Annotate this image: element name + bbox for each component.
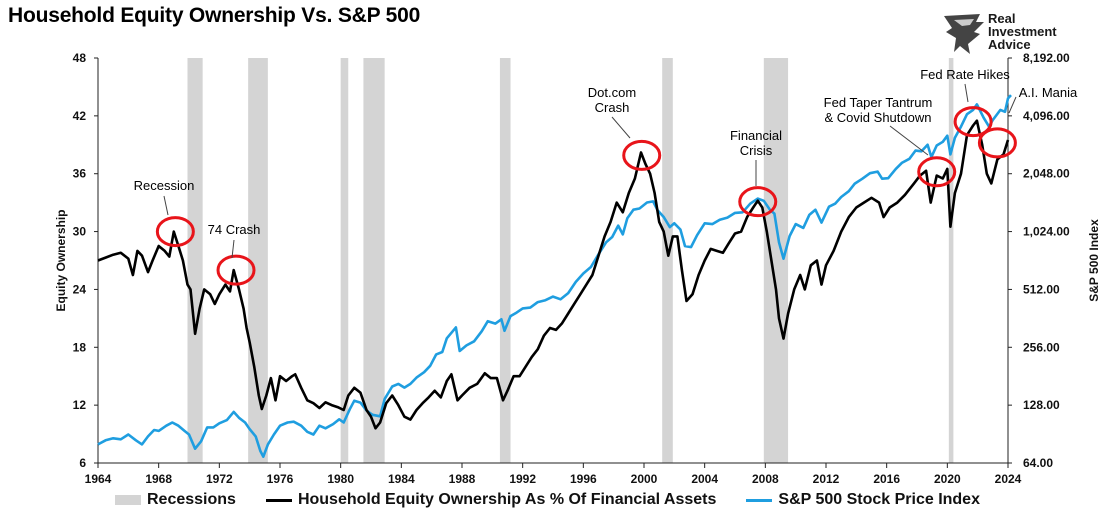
- x-tick-label: 1976: [267, 472, 294, 486]
- x-tick-label: 2000: [631, 472, 658, 486]
- recession-band-5: [662, 58, 673, 463]
- annotation-circle-0: [155, 216, 195, 248]
- recession-band-4: [499, 58, 511, 463]
- x-tick-label: 2024: [995, 472, 1022, 486]
- axes: 1964 1968 1972 1976 1980 1984 1988 1992 1996 2000…: [54, 51, 1101, 486]
- logo-line-3: Advice: [988, 37, 1031, 52]
- annotation-label-0: Recession: [134, 178, 195, 193]
- legend-item-recessions: Recessions: [115, 491, 236, 509]
- x-tick-label: 1992: [509, 472, 536, 486]
- annotation-label-2: Crash: [595, 100, 630, 115]
- legend-item-equity: Household Equity Ownership As % Of Finan…: [265, 491, 717, 509]
- y-right-tick-label: 512.00: [1023, 282, 1060, 296]
- chart-title: Household Equity Ownership Vs. S&P 500: [8, 4, 421, 27]
- legend: Recessions Household Equity Ownership As…: [115, 490, 1010, 510]
- recession-band-7: [948, 58, 954, 463]
- legend-label-recessions: Recessions: [147, 491, 236, 508]
- recession-band-2: [340, 58, 349, 463]
- annotation-circle-2: [622, 139, 662, 171]
- y-left-tick-label: 48: [73, 51, 87, 65]
- recession-band-3: [363, 58, 385, 463]
- y-right-tick-label: 64.00: [1023, 456, 1053, 470]
- legend-swatch-recessions: [115, 495, 141, 505]
- annotation-label-5: Fed Rate Hikes: [920, 67, 1010, 82]
- x-tick-label: 1968: [145, 472, 172, 486]
- annotation-circle-6: [977, 127, 1017, 159]
- legend-item-sp500: S&P 500 Stock Price Index: [746, 491, 980, 509]
- x-tick-label: 1964: [85, 472, 112, 486]
- annotation-leader-5: [964, 83, 969, 103]
- annotation-circle-1: [216, 254, 256, 286]
- x-tick-label: 2020: [934, 472, 961, 486]
- x-tick-label: 2016: [873, 472, 900, 486]
- y-right-tick-label: 2,048.00: [1023, 167, 1070, 181]
- y-left-tick-label: 36: [73, 167, 87, 181]
- annotation-label-2: Dot.com: [588, 85, 636, 100]
- x-tick-label: 1988: [449, 472, 476, 486]
- y-right-tick-label: 256.00: [1023, 340, 1060, 354]
- legend-label-sp500: S&P 500 Stock Price Index: [778, 491, 980, 508]
- legend-swatch-sp500: [746, 498, 773, 502]
- annotation-circle-3: [738, 186, 778, 218]
- y-left-tick-label: 18: [73, 340, 87, 354]
- real-investment-advice-logo: Real Investment Advice: [940, 10, 1060, 56]
- annotation-label-4: Fed Taper Tantrum: [824, 95, 933, 110]
- y-right-axis-label: S&P 500 Index: [1087, 219, 1101, 302]
- x-tick-label: 1972: [206, 472, 233, 486]
- x-tick-label: 1996: [570, 472, 597, 486]
- y-right-tick-label: 4,096.00: [1023, 109, 1070, 123]
- annotation-label-3: Financial: [730, 128, 782, 143]
- logo-text: Real Investment Advice: [988, 12, 1057, 51]
- annotation-leader-2: [611, 116, 631, 139]
- y-left-tick-label: 6: [79, 456, 86, 470]
- annotation-circle-4: [917, 156, 957, 188]
- annotation-leader-6: [1008, 96, 1017, 114]
- y-left-tick-label: 30: [73, 225, 87, 239]
- x-tick-label: 2004: [691, 472, 718, 486]
- annotation-label-1: 74 Crash: [208, 222, 261, 237]
- y-right-tick-label: 128.00: [1023, 398, 1060, 412]
- x-tick-label: 2012: [813, 472, 840, 486]
- annotation-leader-1: [231, 239, 235, 259]
- y-left-axis-label: Equity Ownership: [54, 209, 68, 311]
- legend-label-equity: Household Equity Ownership As % Of Finan…: [297, 491, 717, 508]
- y-right-tick-label: 8,192.00: [1023, 51, 1070, 65]
- recession-band-0: [187, 58, 203, 463]
- y-left-tick-label: 24: [73, 282, 87, 296]
- eagle-logo-icon: [944, 14, 984, 54]
- y-left-tick-label: 42: [73, 109, 87, 123]
- annotation-leader-4: [889, 125, 929, 156]
- annotation-leader-0: [163, 195, 169, 216]
- recession-bands: [187, 58, 954, 463]
- series-lines: [97, 94, 1012, 458]
- y-right-tick-label: 1,024.00: [1023, 225, 1070, 239]
- annotation-label-3: Crisis: [740, 143, 773, 158]
- annotation-circle-5: [953, 106, 993, 138]
- annotation-label-6: A.I. Mania: [1019, 85, 1078, 100]
- x-tick-label: 2008: [752, 472, 779, 486]
- sp500-line: [97, 94, 1012, 458]
- legend-swatch-equity: [265, 498, 292, 502]
- x-tick-label: 1980: [327, 472, 354, 486]
- logo-line-2: Investment: [988, 24, 1057, 39]
- x-tick-label: 1984: [388, 472, 415, 486]
- annotation-label-4: & Covid Shutdown: [825, 110, 932, 125]
- recession-band-6: [763, 58, 789, 463]
- logo-line-1: Real: [988, 11, 1016, 26]
- y-left-tick-label: 12: [73, 398, 87, 412]
- equity-ownership-line: [97, 119, 1010, 430]
